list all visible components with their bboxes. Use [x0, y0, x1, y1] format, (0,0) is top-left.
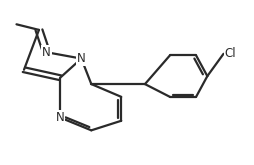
Text: N: N [77, 52, 85, 65]
Text: N: N [42, 46, 51, 59]
Text: Cl: Cl [224, 47, 235, 60]
Text: N: N [56, 111, 64, 124]
